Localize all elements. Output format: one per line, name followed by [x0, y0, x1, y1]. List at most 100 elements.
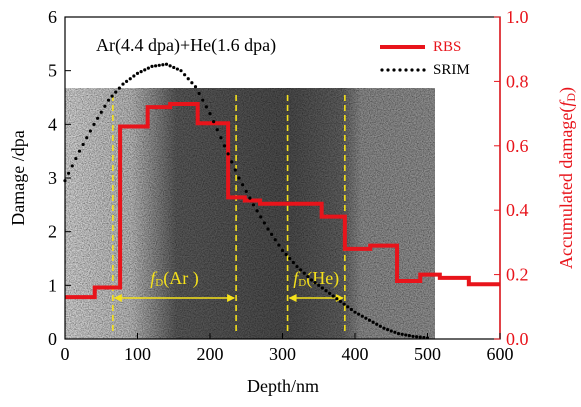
- x-tick-label: 0: [61, 344, 70, 364]
- srim-point: [353, 311, 356, 314]
- srim-dot: [379, 325, 382, 328]
- srim-dot: [259, 215, 262, 218]
- srim-dot: [361, 315, 364, 318]
- srim-dot: [317, 284, 320, 287]
- srim-dot: [89, 129, 92, 132]
- srim-dot: [241, 183, 244, 186]
- srim-dot: [285, 253, 288, 256]
- srim-dot: [114, 91, 117, 94]
- srim-dot: [364, 317, 367, 320]
- srim-dot: [187, 77, 190, 80]
- x-tick-label: 200: [197, 344, 224, 364]
- legend-swatch: [392, 68, 395, 71]
- y-tick-label: 1: [48, 275, 57, 295]
- y-tick-label: 2: [48, 222, 57, 242]
- srim-point: [411, 335, 414, 338]
- srim-dot: [277, 243, 280, 246]
- srim-dot: [67, 172, 70, 175]
- srim-dot: [408, 334, 411, 337]
- y2-axis-title: Accumulated damage(fD): [556, 87, 578, 269]
- srim-dot: [263, 221, 266, 224]
- srim-dot: [230, 160, 233, 163]
- srim-point: [121, 82, 124, 85]
- srim-point: [194, 85, 197, 88]
- y-tick-label: 6: [48, 7, 57, 27]
- srim-dot: [274, 238, 277, 241]
- srim-point: [208, 112, 211, 115]
- srim-point: [179, 69, 182, 72]
- srim-dot: [140, 70, 143, 73]
- srim-dot: [248, 197, 251, 200]
- srim-dot: [372, 321, 375, 324]
- region-text: (Ar ): [163, 268, 198, 289]
- srim-dot: [169, 64, 172, 67]
- srim-point: [237, 176, 240, 179]
- y2-title-text: Accumulated damage(: [556, 107, 577, 269]
- srim-dot: [103, 105, 106, 108]
- srim-dot: [292, 261, 295, 264]
- y2-tick-label: 0.8: [506, 71, 529, 91]
- srim-dot: [357, 313, 360, 316]
- srim-dot: [183, 73, 186, 76]
- srim-dot: [125, 80, 128, 83]
- legend-swatch: [386, 68, 389, 71]
- srim-dot: [306, 275, 309, 278]
- srim-dot: [346, 305, 349, 308]
- srim-dot: [375, 323, 378, 326]
- srim-dot: [111, 95, 114, 98]
- srim-point: [165, 63, 168, 66]
- legend-swatch: [422, 68, 425, 71]
- srim-dot: [332, 294, 335, 297]
- y-tick-label: 3: [48, 168, 57, 188]
- legend-swatch: [380, 68, 383, 71]
- srim-dot: [335, 297, 338, 300]
- srim-dot: [245, 190, 248, 193]
- srim-point: [92, 123, 95, 126]
- y-tick-label: 4: [48, 114, 57, 134]
- srim-dot: [328, 292, 331, 295]
- srim-dot: [154, 64, 157, 67]
- srim-dot: [299, 268, 302, 271]
- x-tick-label: 300: [269, 344, 296, 364]
- srim-dot: [212, 120, 215, 123]
- legend-swatch: [404, 68, 407, 71]
- srim-dot: [404, 333, 407, 336]
- y2-title-text: ): [556, 87, 577, 93]
- legend-swatch: [398, 68, 401, 71]
- srim-point: [324, 289, 327, 292]
- srim-point: [266, 227, 269, 230]
- srim-dot: [176, 67, 179, 70]
- srim-dot: [419, 336, 422, 339]
- srim-dot: [386, 328, 389, 331]
- srim-dot: [234, 168, 237, 171]
- chart: fD(Ar )fD(He) Ar(4.4 dpa)+He(1.6 dpa) De…: [0, 0, 581, 407]
- srim-dot: [401, 333, 404, 336]
- srim-point: [397, 332, 400, 335]
- srim-dot: [158, 64, 161, 67]
- srim-point: [107, 99, 110, 102]
- srim-dot: [100, 111, 103, 114]
- y2-tick-label: 0.4: [506, 200, 529, 220]
- y-tick-label: 5: [48, 61, 57, 81]
- y2-tick-label: 0.0: [506, 329, 529, 349]
- srim-point: [150, 65, 153, 68]
- srim-dot: [219, 136, 222, 139]
- srim-point: [252, 203, 255, 206]
- y2-tick-label: 0.6: [506, 136, 529, 156]
- region-subscript: D: [155, 277, 163, 289]
- srim-dot: [227, 152, 230, 155]
- srim-dot: [71, 164, 74, 167]
- srim-dot: [350, 308, 353, 311]
- y-axis-title: Damage /dpa: [8, 130, 28, 225]
- region-subscript: D: [298, 277, 306, 289]
- srim-point: [295, 265, 298, 268]
- srim-dot: [343, 303, 346, 306]
- srim-point: [382, 327, 385, 330]
- srim-dot: [393, 331, 396, 334]
- x-axis-title: Depth/nm: [247, 376, 319, 396]
- srim-dot: [216, 128, 219, 131]
- srim-dot: [132, 74, 135, 77]
- srim-point: [78, 150, 81, 153]
- srim-dot: [118, 87, 121, 90]
- srim-point: [223, 144, 226, 147]
